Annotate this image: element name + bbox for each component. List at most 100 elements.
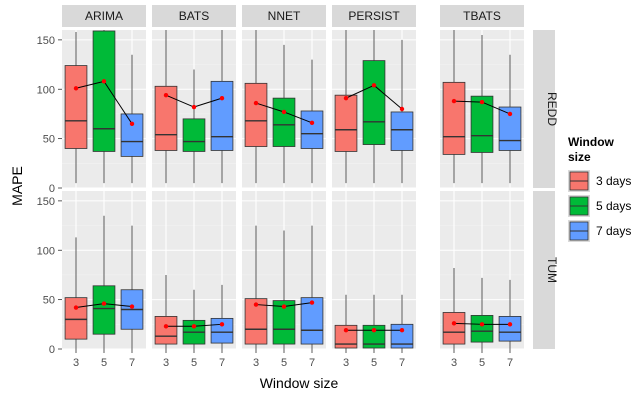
facet-strip-nnet [242, 5, 326, 27]
boxplot-3-days [64, 31, 88, 184]
y-tick-label: 50 [43, 134, 55, 146]
mean-point [101, 301, 107, 306]
mean-point [281, 109, 287, 115]
x-tick-label: 5 [191, 357, 197, 369]
box [244, 298, 268, 345]
boxplot-5-days [272, 230, 296, 349]
mean-connector-line [373, 84, 403, 110]
box [300, 110, 324, 149]
panel-redd-arima [62, 30, 146, 189]
mean-point [281, 304, 287, 309]
mean-point [219, 95, 225, 101]
x-tick-label: 7 [219, 357, 225, 369]
x-tick-label: 3 [163, 357, 169, 369]
mean-connector-line [255, 102, 285, 113]
boxplot-3-days [334, 30, 358, 184]
panel-marks [154, 274, 234, 349]
mean-point [399, 328, 405, 333]
box [154, 316, 178, 345]
box [470, 95, 494, 153]
mean-point [253, 302, 259, 307]
facet-label-bats: BATS [179, 9, 209, 23]
mean-connector-line [193, 97, 223, 108]
y-tick-label: 150 [37, 196, 55, 208]
facet-label-nnet: NNET [268, 9, 301, 23]
boxplot-3-days [64, 237, 88, 349]
mean-point [451, 321, 457, 326]
x-tick-label: 3 [73, 357, 79, 369]
facet-label-tum: TUM [545, 257, 559, 283]
facet-label-persist: PERSIST [348, 9, 400, 23]
mean-point [507, 322, 513, 327]
y-tick-label: 50 [43, 295, 55, 307]
boxplot-5-days [470, 277, 494, 349]
mean-connector-line [103, 303, 133, 308]
boxplot-5-days [92, 30, 116, 184]
box [210, 80, 234, 151]
facet-strip-bats [152, 5, 236, 27]
legend-label: 7 days [596, 224, 631, 238]
box [362, 60, 386, 145]
box [334, 94, 358, 152]
legend-entry-1: 3 days [568, 170, 631, 192]
boxplot-5-days [362, 30, 386, 184]
panel-marks [334, 30, 414, 184]
facet-label-arima: ARIMA [85, 9, 123, 23]
panel-tum-bats [152, 191, 236, 350]
mean-point [253, 100, 259, 106]
mean-point [219, 322, 225, 327]
boxplot-3-days [244, 30, 268, 184]
x-tick-label: 7 [309, 357, 315, 369]
mean-point [73, 305, 79, 310]
x-tick-label: 3 [253, 357, 259, 369]
x-tick-label: 7 [399, 357, 405, 369]
legend-title-line-2: size [568, 150, 591, 164]
boxplot-7-days [498, 54, 522, 184]
box [498, 106, 522, 151]
mean-connector-line [193, 323, 223, 327]
mean-connector-line [453, 100, 483, 103]
mean-point [163, 92, 169, 98]
box [92, 285, 116, 335]
legend-title-line-1: Window [568, 135, 615, 149]
x-tick-label: 5 [371, 357, 377, 369]
legend-entry-3: 7 days [568, 220, 631, 242]
mean-point [191, 324, 197, 329]
facet-strip-redd [533, 30, 555, 188]
panel-redd-persist [332, 30, 416, 189]
box [272, 97, 296, 147]
mean-point [163, 324, 169, 329]
mean-connector-line [165, 94, 195, 108]
box [362, 324, 386, 349]
panel-marks [64, 30, 144, 184]
boxplot-3-days [334, 294, 358, 349]
mean-point [507, 111, 513, 117]
panel-redd-nnet [242, 30, 326, 189]
mean-connector-line [75, 80, 105, 89]
mean-point [191, 104, 197, 110]
box [498, 316, 522, 342]
mean-point [309, 120, 315, 126]
facet-label-tbats: TBATS [463, 9, 501, 23]
boxplot-7-days [120, 225, 144, 349]
panel-tum-tbats [440, 191, 524, 350]
box [334, 324, 358, 349]
box [470, 315, 494, 343]
mean-point [343, 328, 349, 333]
legend: Window size 3 days 5 days 7 days [568, 135, 631, 242]
mean-connector-line [75, 303, 105, 309]
boxplot-3-days [442, 268, 466, 349]
mean-point [309, 300, 315, 305]
x-tick-label: 7 [129, 357, 135, 369]
panel-tum-arima [62, 191, 146, 350]
mean-point [399, 106, 405, 112]
mean-connector-line [283, 302, 313, 308]
boxplot-7-days [120, 54, 144, 184]
x-tick-label: 5 [281, 357, 287, 369]
facet-strip-arima [62, 5, 146, 27]
box [390, 111, 414, 151]
boxplot-3-days [154, 274, 178, 349]
panel-tum-persist [332, 191, 416, 350]
panel-marks [442, 30, 522, 184]
boxplot-5-days [470, 34, 494, 184]
